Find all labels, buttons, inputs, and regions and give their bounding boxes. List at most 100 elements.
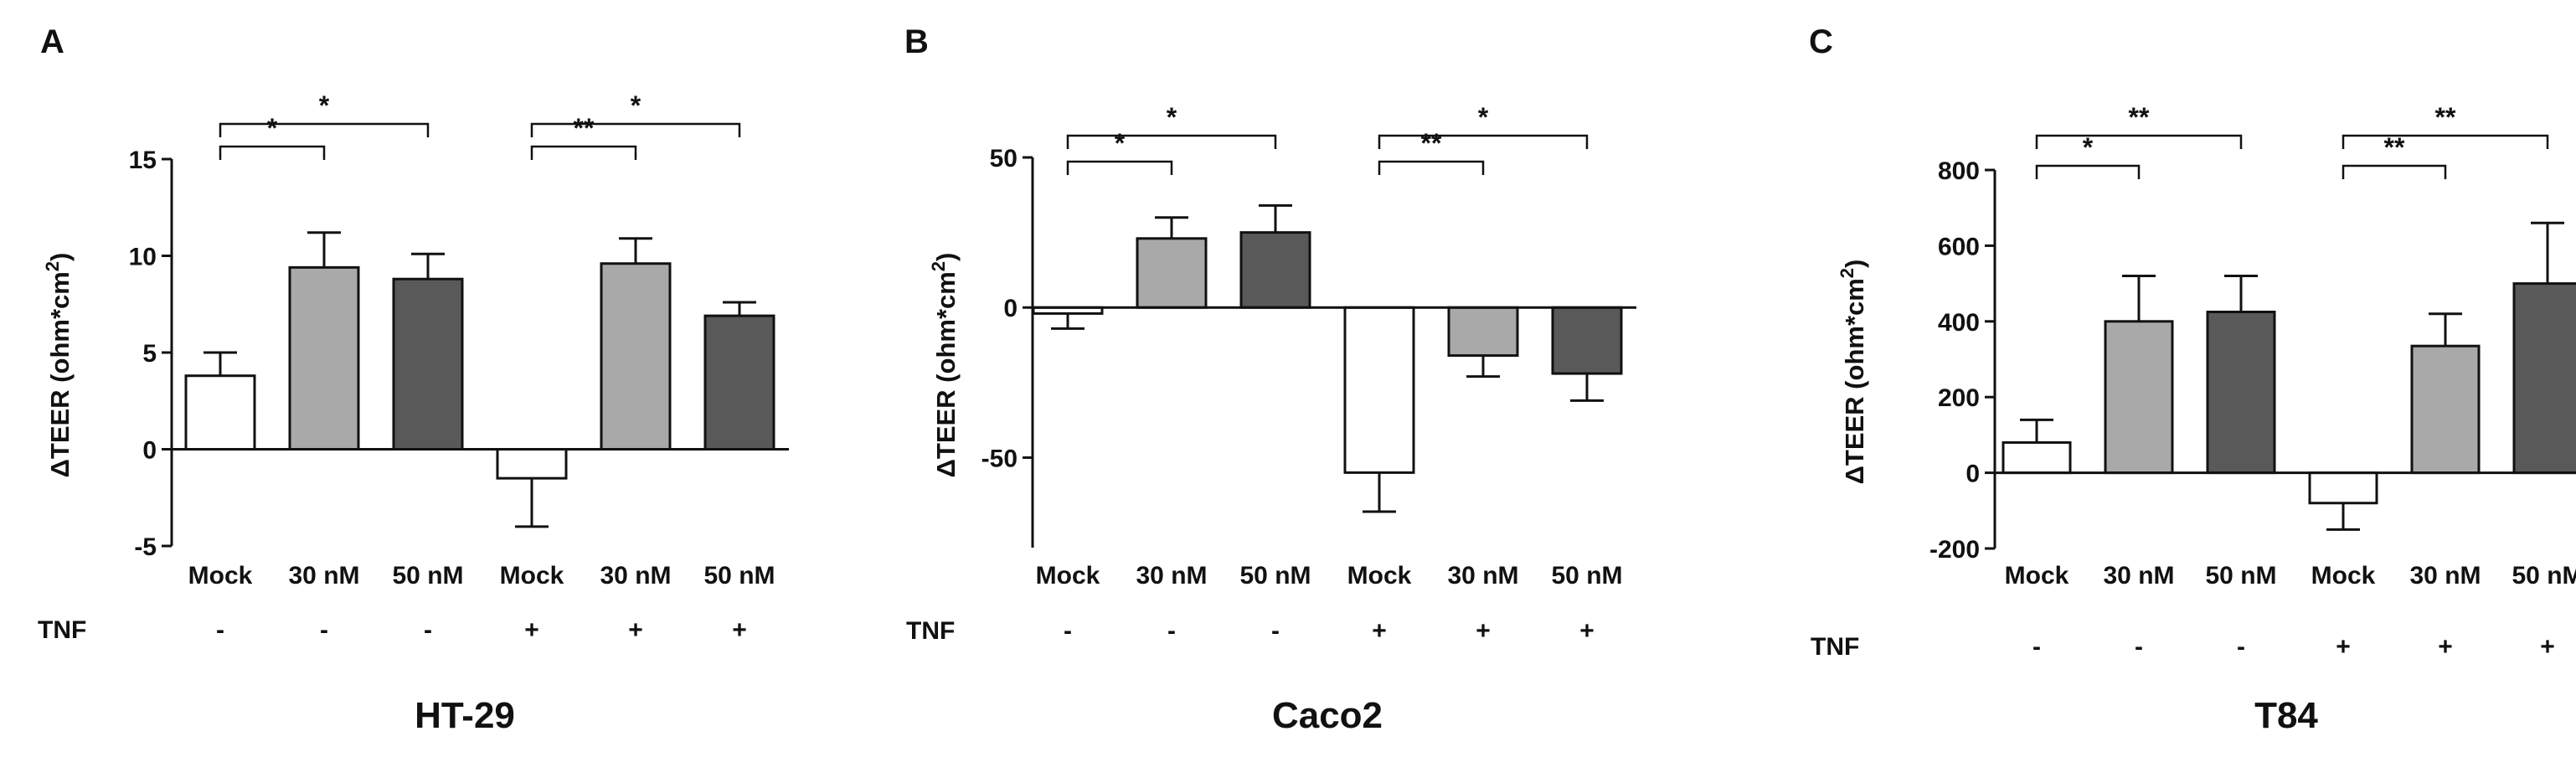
significance-label: * [319, 90, 330, 121]
significance-label: * [1478, 102, 1489, 132]
y-tick-label: 200 [1938, 384, 1980, 412]
y-tick-label: 10 [129, 244, 157, 271]
y-tick-label: 50 [990, 145, 1018, 173]
bar [1239, 231, 1311, 309]
bar [288, 265, 360, 451]
bar [2206, 311, 2276, 475]
chart-svg: -5 0 5 10 15 ΔTEER (ohm*cm2) Mock 30 nM 50 nM Moc… [38, 90, 789, 644]
panel-b: B -50 0 50 ΔTEER (ohm*cm2) Mock 30 nM 50 nM Moc… [858, 0, 1717, 757]
significance-bracket [530, 145, 637, 160]
tnf-sign: + [1579, 617, 1595, 645]
category-label: 50 nM [1239, 562, 1311, 590]
significance-bracket [2035, 134, 2243, 149]
significance-label: * [267, 113, 278, 143]
significance-bracket [530, 122, 741, 137]
tnf-sign: + [2336, 633, 2351, 661]
tnf-sign: - [1064, 617, 1072, 645]
significance-label: ** [1421, 128, 1442, 158]
y-tick-label: 15 [129, 147, 157, 174]
chart-svg: -200 0 200 400 600 800 ΔTEER (ohm*cm2) Mock 30 n… [1811, 102, 2576, 661]
bar [2002, 440, 2072, 475]
category-label: 50 nM [2205, 562, 2276, 590]
significance-bracket [1378, 160, 1485, 175]
category-label: 50 nM [2512, 562, 2576, 590]
significance-label: ** [574, 113, 595, 143]
y-tick-label: 800 [1938, 157, 1980, 185]
category-label: Mock [500, 562, 564, 590]
significance-bracket [1066, 134, 1277, 149]
y-tick-label: -5 [134, 533, 157, 561]
tnf-label: TNF [1811, 633, 1859, 661]
significance-bracket [1066, 160, 1173, 175]
panel-c: C -200 0 200 400 600 800 ΔTEER (ohm*cm2) Mock 30… [1717, 0, 2576, 757]
y-tick-label: 600 [1938, 233, 1980, 260]
bar [1551, 306, 1623, 375]
significance-label: ** [2384, 132, 2405, 162]
significance-bracket [2035, 164, 2141, 179]
category-label: Mock [1036, 562, 1100, 590]
tnf-sign: + [732, 616, 747, 644]
bar [184, 374, 256, 451]
y-tick-label: 5 [142, 340, 157, 368]
bar [2410, 344, 2481, 475]
significance-bracket [219, 145, 326, 160]
bar [1447, 306, 1519, 358]
tnf-sign: - [2135, 633, 2143, 661]
tnf-label: TNF [906, 617, 955, 645]
category-label: 30 nM [2409, 562, 2481, 590]
bar [2104, 320, 2174, 475]
y-tick-label: 400 [1938, 309, 1980, 337]
significance-label: * [2083, 132, 2094, 162]
tnf-sign: + [2438, 633, 2453, 661]
cell-line-title: T84 [2254, 695, 2318, 736]
category-label: 30 nM [288, 562, 359, 590]
y-tick-label: 0 [1965, 461, 1980, 488]
bar [1136, 237, 1208, 309]
significance-label: ** [2435, 102, 2456, 132]
significance-bracket [219, 122, 430, 137]
tnf-sign: - [1167, 617, 1176, 645]
tnf-sign: + [1372, 617, 1387, 645]
tnf-sign: + [628, 616, 643, 644]
tnf-sign: - [2032, 633, 2041, 661]
panel-letter: A [40, 23, 64, 60]
significance-label: * [1167, 102, 1177, 132]
category-label: 50 nM [703, 562, 775, 590]
panel-letter: B [904, 23, 929, 60]
y-axis-label: ΔTEER (ohm*cm2) [42, 253, 75, 478]
significance-bracket [2342, 164, 2447, 179]
bar [600, 262, 672, 451]
tnf-sign: + [524, 616, 539, 644]
tnf-sign: + [1476, 617, 1491, 645]
y-tick-label: -50 [981, 445, 1018, 472]
significance-label: * [631, 90, 641, 121]
significance-bracket [2342, 134, 2549, 149]
bar [2308, 471, 2378, 505]
panel-letter: C [1809, 23, 1833, 60]
panel-a: A -5 0 5 10 15 ΔTEER (ohm*cm2) Mock 30 nM 50 nM M… [0, 0, 858, 757]
tnf-sign: + [2540, 633, 2555, 661]
y-axis-label: ΔTEER (ohm*cm2) [1837, 260, 1869, 485]
chart-svg: -50 0 50 ΔTEER (ohm*cm2) Mock 30 nM 50 nM Mock 3… [906, 102, 1636, 645]
significance-label: * [1115, 128, 1126, 158]
category-label: 30 nM [600, 562, 671, 590]
category-label: 50 nM [1551, 562, 1622, 590]
bar [496, 448, 568, 480]
tnf-sign: - [1271, 617, 1280, 645]
significance-bracket [1378, 134, 1589, 149]
category-label: 30 nM [1136, 562, 1207, 590]
tnf-sign: - [424, 616, 432, 644]
significance-label: ** [2129, 102, 2150, 132]
bar [1343, 306, 1415, 474]
category-label: Mock [2005, 562, 2069, 590]
category-label: Mock [1347, 562, 1412, 590]
y-tick-label: 0 [142, 437, 157, 465]
category-label: Mock [188, 562, 253, 590]
category-label: 30 nM [2103, 562, 2174, 590]
bar [2512, 282, 2576, 475]
tnf-sign: - [320, 616, 328, 644]
y-axis-label: ΔTEER (ohm*cm2) [928, 253, 961, 478]
cell-line-title: Caco2 [1271, 695, 1383, 736]
tnf-label: TNF [38, 616, 86, 644]
y-tick-label: -200 [1929, 536, 1980, 564]
